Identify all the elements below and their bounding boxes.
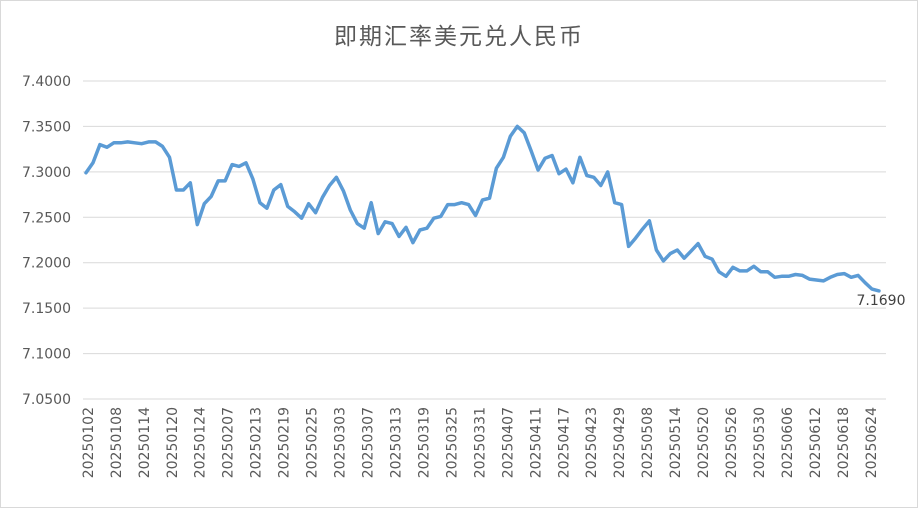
y-tick-label: 7.3000 bbox=[22, 165, 71, 181]
x-tick-label: 20250325 bbox=[444, 407, 460, 478]
x-tick-label: 20250526 bbox=[724, 407, 740, 478]
y-tick-label: 7.2000 bbox=[22, 256, 71, 272]
data-label-last: 7.1690 bbox=[857, 293, 906, 309]
x-tick-label: 20250219 bbox=[277, 407, 293, 478]
x-tick-label: 20250331 bbox=[472, 407, 488, 478]
x-tick-label: 20250612 bbox=[808, 407, 824, 478]
x-tick-label: 20250108 bbox=[109, 407, 125, 478]
x-tick-label: 20250606 bbox=[780, 407, 796, 478]
x-tick-label: 20250407 bbox=[500, 407, 516, 478]
x-tick-label: 20250120 bbox=[165, 407, 181, 478]
x-tick-label: 20250514 bbox=[668, 407, 684, 478]
x-tick-label: 20250114 bbox=[137, 407, 153, 478]
x-tick-label: 20250520 bbox=[696, 407, 712, 478]
y-tick-label: 7.0500 bbox=[22, 392, 71, 408]
x-tick-label: 20250411 bbox=[528, 407, 544, 478]
y-tick-label: 7.1500 bbox=[22, 301, 71, 317]
series-line bbox=[84, 124, 881, 293]
y-tick-label: 7.3500 bbox=[22, 119, 71, 135]
x-tick-label: 20250225 bbox=[305, 407, 321, 478]
chart-title: 即期汇率美元兑人民币 bbox=[334, 24, 584, 50]
x-tick-label: 20250303 bbox=[333, 407, 349, 478]
y-tick-label: 7.1000 bbox=[22, 347, 71, 363]
y-tick-label: 7.4000 bbox=[22, 74, 71, 90]
x-tick-label: 20250530 bbox=[752, 407, 768, 478]
x-tick-label: 20250423 bbox=[584, 407, 600, 478]
x-tick-label: 20250624 bbox=[864, 407, 880, 478]
x-tick-label: 20250213 bbox=[249, 407, 265, 478]
x-tick-label: 20250124 bbox=[193, 407, 209, 478]
x-tick-label: 20250307 bbox=[361, 407, 377, 478]
y-tick-label: 7.2500 bbox=[22, 210, 71, 226]
x-tick-label: 20250102 bbox=[81, 407, 97, 478]
x-tick-label: 20250313 bbox=[389, 407, 405, 478]
x-tick-label: 20250319 bbox=[416, 407, 432, 478]
x-tick-label: 20250207 bbox=[221, 407, 237, 478]
x-tick-label: 20250508 bbox=[640, 407, 656, 478]
x-tick-label: 20250429 bbox=[612, 407, 628, 478]
x-tick-label: 20250417 bbox=[556, 407, 572, 478]
x-tick-label: 20250618 bbox=[836, 407, 852, 478]
